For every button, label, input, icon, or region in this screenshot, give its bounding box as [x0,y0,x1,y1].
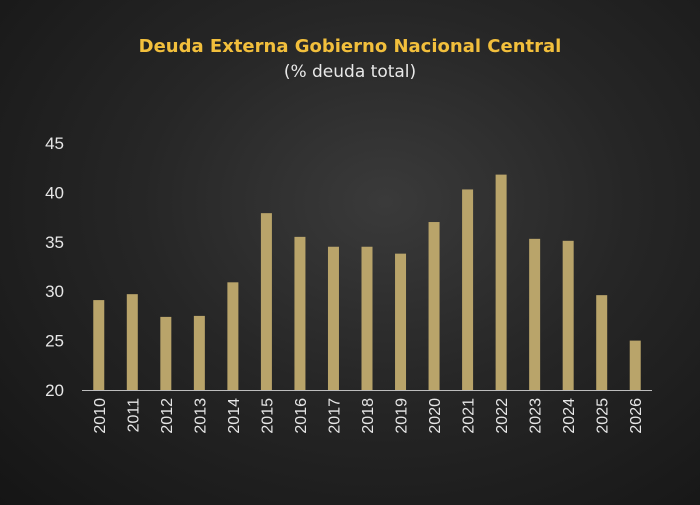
bar-2016 [294,236,306,390]
x-tick-label: 2016 [293,398,310,434]
y-tick-label: 30 [45,282,64,301]
bars [93,174,641,390]
x-tick-label: 2025 [595,398,612,434]
y-tick-label: 20 [45,381,64,400]
x-tick-label: 2024 [561,398,578,434]
x-tick-label: 2017 [326,398,343,434]
x-tick-label: 2012 [159,398,176,434]
bar-2024 [562,240,574,390]
x-tick-label: 2010 [92,398,109,434]
bar-2022 [495,174,507,390]
bar-2021 [462,189,474,390]
bar-2023 [529,238,541,390]
x-tick-label: 2023 [528,398,545,434]
x-tick-label: 2015 [259,398,276,434]
bar-2010 [93,300,105,390]
x-tick-label: 2020 [427,398,444,434]
bar-2017 [327,246,339,390]
bar-2019 [395,253,407,390]
bar-2013 [193,315,205,390]
y-tick-label: 35 [45,233,64,252]
y-tick-label: 25 [45,332,64,351]
bar-2011 [126,294,138,390]
bar-2018 [361,246,373,390]
x-tick-label: 2019 [394,398,411,434]
x-tick-label: 2013 [192,398,209,434]
bar-2012 [160,316,172,390]
x-tick-label: 2026 [628,398,645,434]
bar-2020 [428,222,440,390]
bar-2014 [227,282,239,390]
y-axis: 20 25 30 35 40 45 [45,134,64,400]
x-tick-label: 2018 [360,398,377,434]
bar-2015 [260,213,272,390]
chart-title: Deuda Externa Gobierno Nacional Central [138,36,562,57]
x-axis: 2010 2011 2012 2013 2014 2015 2016 2017 2018 2019… [82,390,652,434]
x-tick-label: 2021 [461,398,478,434]
chart-subtitle: (% deuda total) [283,62,417,82]
x-tick-label: 2014 [226,398,243,434]
y-tick-label: 45 [45,134,64,153]
y-tick-label: 40 [45,183,64,202]
bar-2026 [629,340,641,390]
x-tick-label: 2022 [494,398,511,434]
bar-2025 [596,295,608,390]
x-tick-label: 2011 [125,398,142,433]
